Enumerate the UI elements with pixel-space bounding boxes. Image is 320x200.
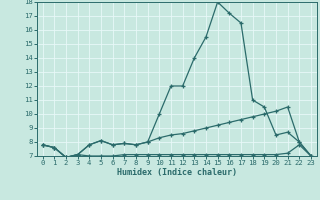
- X-axis label: Humidex (Indice chaleur): Humidex (Indice chaleur): [117, 168, 237, 177]
